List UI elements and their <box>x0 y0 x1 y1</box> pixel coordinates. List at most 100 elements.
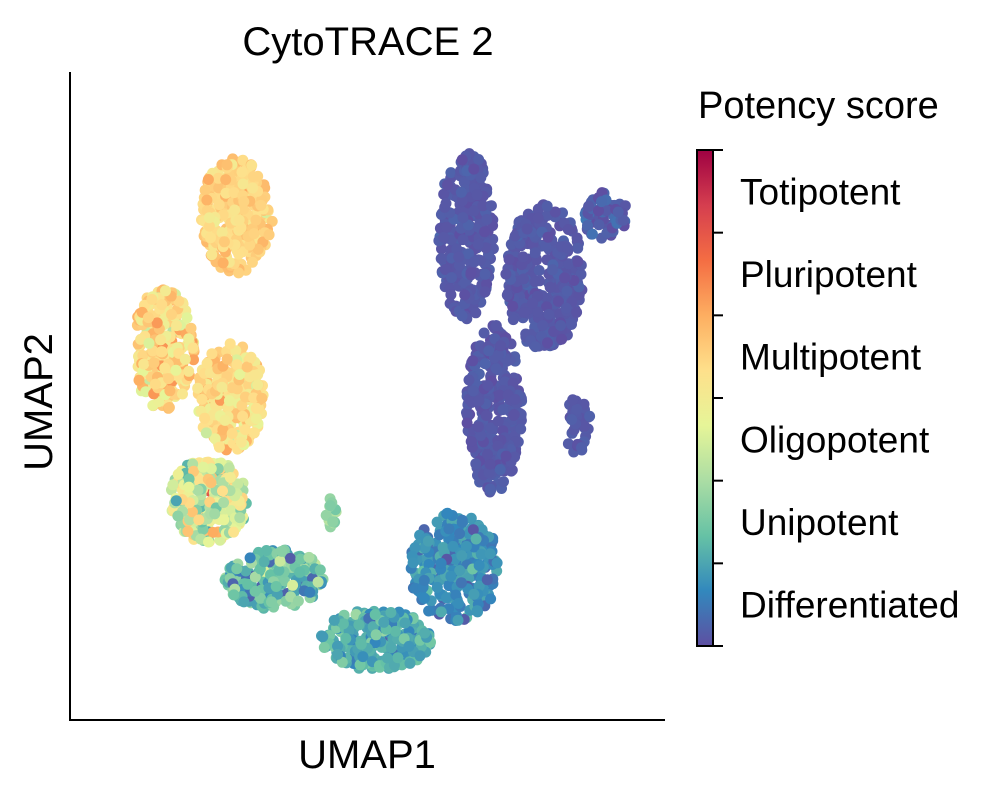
scatter-point <box>155 346 167 358</box>
scatter-point <box>482 380 494 391</box>
scatter-point <box>228 187 240 199</box>
scatter-point <box>389 625 401 637</box>
scatter-point <box>552 295 564 307</box>
scatter-point <box>231 563 243 575</box>
scatter-point <box>500 450 512 462</box>
scatter-point <box>438 188 450 200</box>
scatter-point <box>228 589 240 601</box>
scatter-point <box>455 577 467 589</box>
y-axis-label: UMAP2 <box>17 333 61 471</box>
scatter-point <box>468 256 480 268</box>
colorbar-label: Totipotent <box>740 171 901 212</box>
scatter-point <box>233 214 245 226</box>
scatter-point <box>370 629 382 641</box>
scatter-point <box>218 236 230 248</box>
scatter-point <box>438 231 450 243</box>
scatter-point <box>435 253 447 265</box>
scatter-point <box>441 221 453 233</box>
scatter-point <box>324 500 336 512</box>
scatter-point <box>221 353 233 365</box>
scatter-point <box>213 441 225 453</box>
scatter-point <box>241 361 253 373</box>
scatter-point <box>566 318 577 330</box>
scatter-point <box>453 251 465 263</box>
scatter-point <box>218 514 230 526</box>
scatter-point <box>252 243 264 255</box>
scatter-point <box>237 410 249 422</box>
scatter-point <box>454 528 466 540</box>
scatter-point <box>507 314 519 326</box>
scatter-point <box>255 199 267 211</box>
colorbar-ticks: Differentiated Unipotent Oligopotent Multip… <box>713 149 959 647</box>
scatter-point <box>135 333 147 345</box>
scatter-point <box>192 382 204 394</box>
scatter-point <box>235 436 247 448</box>
scatter-point <box>483 345 495 357</box>
scatter-point <box>468 205 480 217</box>
scatter-point <box>509 230 521 242</box>
scatter-point <box>217 209 229 221</box>
scatter-point <box>473 395 485 407</box>
scatter-point <box>572 256 584 267</box>
scatter-point <box>185 322 197 334</box>
scatter-point <box>199 184 211 196</box>
scatter-point <box>583 200 595 212</box>
scatter-point <box>459 277 471 289</box>
scatter-point <box>435 557 447 569</box>
scatter-point <box>249 585 261 597</box>
scatter-point <box>197 461 209 473</box>
scatter-point <box>527 297 538 309</box>
scatter-point <box>461 417 473 429</box>
scatter-point <box>533 265 545 276</box>
scatter-point <box>475 172 487 184</box>
scatter-point <box>529 276 541 288</box>
scatter-point <box>239 424 251 436</box>
scatter-point <box>231 359 243 371</box>
scatter-point <box>431 516 443 528</box>
scatter-point <box>237 178 249 190</box>
scatter-point <box>217 424 229 436</box>
scatter-point <box>480 410 492 421</box>
scatter-point <box>263 229 275 241</box>
scatter-point <box>274 555 286 567</box>
scatter-point <box>332 640 343 652</box>
scatter-point <box>205 477 217 489</box>
colorbar <box>696 149 714 647</box>
scatter-point <box>279 575 290 587</box>
scatter-point <box>472 238 484 250</box>
scatter-point <box>617 214 629 226</box>
scatter-point <box>183 473 195 485</box>
scatter-point <box>479 268 491 280</box>
scatter-point <box>244 239 256 251</box>
scatter-point <box>586 228 598 240</box>
scatter-point <box>187 342 199 354</box>
scatter-point <box>156 299 168 311</box>
scatter-point <box>467 524 479 536</box>
scatter-point <box>490 363 502 375</box>
scatter-point <box>500 268 512 280</box>
scatter-point <box>172 510 184 522</box>
scatter-point <box>238 196 250 208</box>
scatter-point <box>216 227 228 239</box>
scatter-point <box>312 576 324 588</box>
scatter-point <box>220 187 232 199</box>
scatter-point <box>248 392 260 404</box>
scatter-point <box>561 285 573 297</box>
scatter-point <box>199 412 211 424</box>
scatter-point <box>576 442 587 454</box>
scatter-point <box>453 259 465 271</box>
scatter-point <box>453 598 464 609</box>
scatter-point <box>456 550 468 562</box>
scatter-point <box>423 605 435 617</box>
scatter-point <box>318 642 330 653</box>
scatter-point <box>573 289 585 301</box>
scatter-point <box>294 566 306 578</box>
scatter-point <box>155 334 167 346</box>
scatter-point <box>470 307 482 319</box>
scatter-point <box>518 273 530 285</box>
scatter-point <box>483 467 495 479</box>
scatter-point <box>532 306 544 318</box>
scatter-point <box>467 385 479 397</box>
scatter-point <box>171 320 182 332</box>
